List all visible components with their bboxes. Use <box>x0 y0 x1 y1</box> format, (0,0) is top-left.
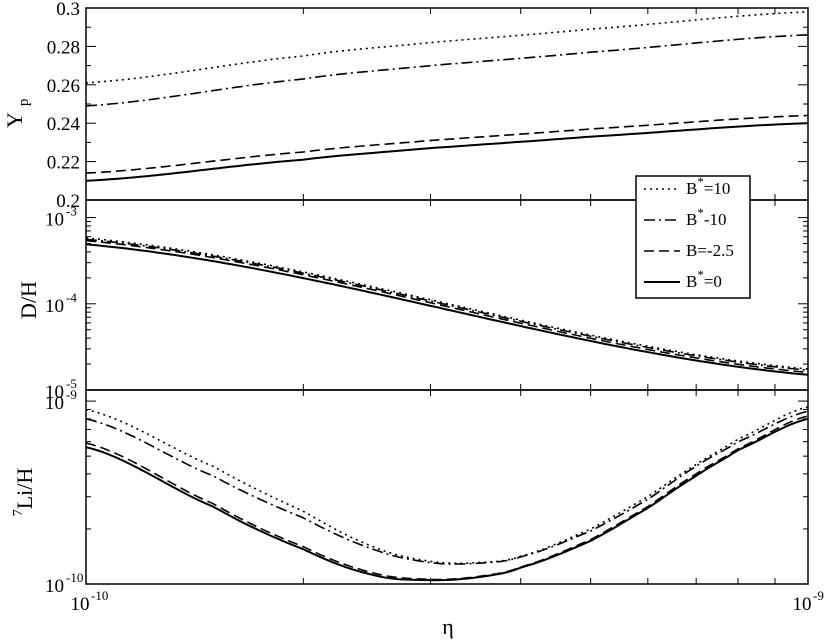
legend-box <box>635 175 751 299</box>
lih-axis-label-sup: 7 <box>11 509 26 516</box>
y-tick-label: 10 <box>45 296 64 317</box>
series-line <box>86 114 808 174</box>
series-line <box>86 243 808 376</box>
yp-axis-label-sub: p <box>16 99 32 107</box>
y-tick-label-exp: -5 <box>66 376 77 391</box>
series-line <box>86 238 808 371</box>
y-tick-label: 10 <box>45 382 64 403</box>
x-tick-label-exp: -10 <box>91 588 108 603</box>
series-line <box>86 406 808 565</box>
y-tick-label-exp: -4 <box>66 290 77 305</box>
y-tick-label: 10 <box>45 393 64 414</box>
x-axis-label: η <box>442 614 454 639</box>
series-line <box>86 410 808 565</box>
y-tick-label: 0.24 <box>47 114 81 135</box>
x-tick-label-exp: -9 <box>813 588 824 603</box>
series-line <box>86 11 808 84</box>
legend-label: B*=0 <box>686 267 722 291</box>
y-tick-label: 0.26 <box>47 76 80 97</box>
legend-label: B*-10 <box>686 205 727 229</box>
lih-axis-label-main: Li/H <box>12 468 37 510</box>
legend: B*=10 B*-10 B=-2.5 B*=0 <box>635 174 751 299</box>
panels: 0.20.220.240.260.280.310-510-410-310 -101… <box>45 0 824 615</box>
series-line <box>86 34 808 107</box>
dh-axis-label: D/H <box>16 281 41 319</box>
yp-axis-label-main: Y <box>2 112 27 128</box>
series-line <box>86 239 808 374</box>
series-line <box>86 417 808 582</box>
y-tick-label: 0.22 <box>47 153 80 174</box>
y-tick-label-exp: -10 <box>66 570 83 585</box>
y-tick-label-exp: -9 <box>66 387 77 402</box>
y-tick-label: 0.3 <box>56 0 80 20</box>
y-tick-label: 10 <box>45 210 64 231</box>
series-line <box>86 237 808 370</box>
panel-frame <box>85 389 809 585</box>
legend-entries: B*=10 B*-10 B=-2.5 B*=0 <box>644 174 734 291</box>
y-tick-label: 0.2 <box>56 191 80 212</box>
y-tick-label: 10 <box>45 576 64 597</box>
yp-axis-label: Yp <box>2 99 32 128</box>
legend-label: B*=10 <box>686 174 730 198</box>
legend-label: B=-2.5 <box>686 241 734 260</box>
y-tick-label-exp: -3 <box>66 204 77 219</box>
series-line <box>86 122 808 182</box>
y-tick-label: 0.28 <box>47 37 80 58</box>
x-tick-label: 10 <box>71 594 90 615</box>
x-tick-label: 10 <box>793 594 812 615</box>
lih-axis-label: 7Li/H <box>11 468 37 517</box>
